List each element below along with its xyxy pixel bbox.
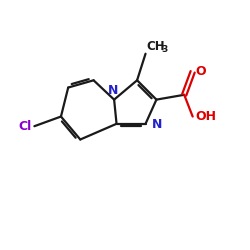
- Text: N: N: [108, 84, 118, 97]
- Text: N: N: [152, 118, 162, 132]
- Text: OH: OH: [196, 110, 216, 123]
- Text: 3: 3: [162, 45, 168, 54]
- Text: O: O: [196, 65, 206, 78]
- Text: CH: CH: [147, 40, 165, 52]
- Text: Cl: Cl: [18, 120, 32, 133]
